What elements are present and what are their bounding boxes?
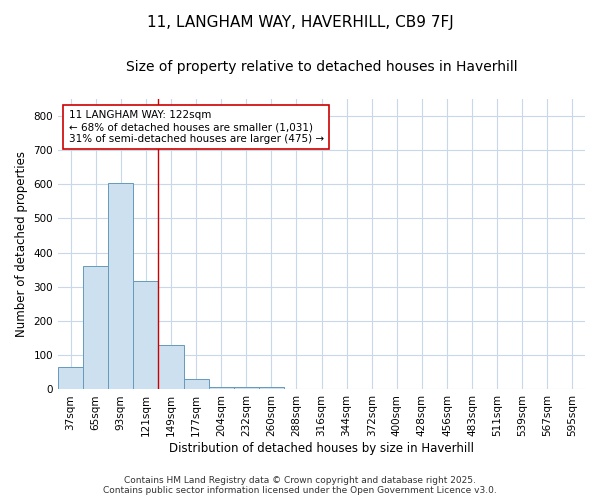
Text: 11, LANGHAM WAY, HAVERHILL, CB9 7FJ: 11, LANGHAM WAY, HAVERHILL, CB9 7FJ — [146, 15, 454, 30]
Text: Contains HM Land Registry data © Crown copyright and database right 2025.
Contai: Contains HM Land Registry data © Crown c… — [103, 476, 497, 495]
Bar — [209, 388, 233, 390]
Bar — [133, 280, 158, 390]
X-axis label: Distribution of detached houses by size in Haverhill: Distribution of detached houses by size … — [169, 442, 474, 455]
Bar — [259, 388, 284, 390]
Y-axis label: Number of detached properties: Number of detached properties — [15, 151, 28, 337]
Bar — [233, 388, 259, 390]
Title: Size of property relative to detached houses in Haverhill: Size of property relative to detached ho… — [126, 60, 517, 74]
Bar — [184, 379, 209, 390]
Bar — [158, 345, 184, 390]
Bar — [58, 367, 83, 390]
Text: 11 LANGHAM WAY: 122sqm
← 68% of detached houses are smaller (1,031)
31% of semi-: 11 LANGHAM WAY: 122sqm ← 68% of detached… — [68, 110, 324, 144]
Bar — [83, 266, 108, 390]
Bar — [108, 182, 133, 390]
